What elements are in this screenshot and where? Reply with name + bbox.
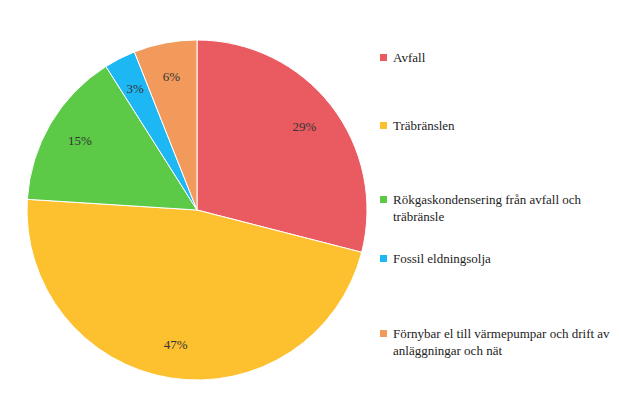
svg-text:3%: 3% xyxy=(127,81,145,96)
svg-text:47%: 47% xyxy=(164,337,188,352)
svg-text:6%: 6% xyxy=(163,69,181,84)
html-text:Fossil eldningsolja: Fossil eldningsolja xyxy=(393,251,491,266)
html-text:Avfall: Avfall xyxy=(393,50,426,65)
html-text:Rökgaskondensering från avfall: Rökgaskondensering från avfall och träbr… xyxy=(393,192,582,224)
html-text:Förnybar el till värmepumpar o: Förnybar el till värmepumpar och drift a… xyxy=(393,326,610,358)
svg-text:15%: 15% xyxy=(68,133,92,148)
svg-text:29%: 29% xyxy=(293,119,317,134)
html-text:Träbränslen: Träbränslen xyxy=(393,118,455,133)
